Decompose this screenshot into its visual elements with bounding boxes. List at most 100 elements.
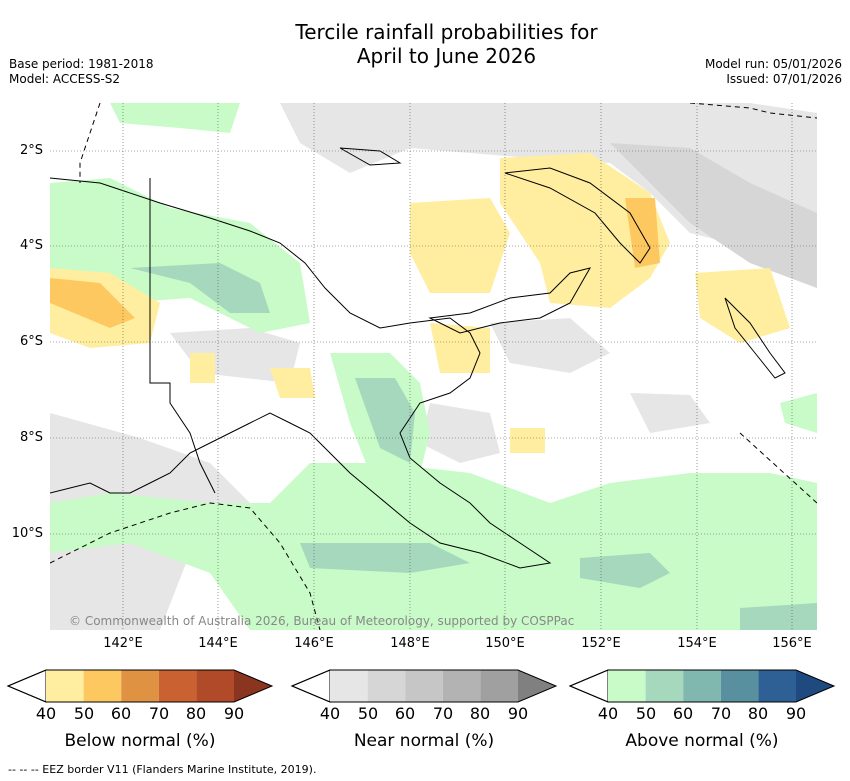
near-tick-90: 90	[507, 704, 529, 723]
colorbar-above-swatch-2	[645, 670, 684, 702]
lon-label-148e: 148°E	[390, 636, 430, 651]
below-normal-highlands	[190, 353, 215, 383]
below-normal-bougainville	[695, 268, 790, 343]
lon-label-146e: 146°E	[294, 636, 334, 651]
below-normal-east-png	[430, 323, 490, 373]
colorbar-near-high-cap	[518, 670, 556, 702]
colorbar-below-swatch-3	[121, 670, 159, 702]
above-tick-90: 90	[785, 704, 807, 723]
coastline-bougainville	[724, 297, 786, 379]
model-name: Model: ACCESS-S2	[9, 72, 121, 86]
above-tick-80: 80	[747, 704, 769, 723]
map-canvas	[50, 103, 817, 630]
near-tick-70: 70	[432, 704, 454, 723]
below-tick-60: 60	[110, 704, 132, 723]
below-normal-new-britain	[500, 153, 670, 308]
above-normal-50-se	[740, 603, 817, 630]
colorbar-above-swatch-5	[758, 670, 796, 702]
colorbar-below-high-cap	[234, 670, 272, 702]
near-normal-ne-core	[610, 143, 817, 288]
colorbar-near-swatch-5	[480, 670, 518, 702]
below-normal-50-new-ireland	[625, 198, 660, 268]
above-tick-60: 60	[672, 704, 694, 723]
near-normal-east-png	[490, 318, 610, 373]
colorbar-near-swatch-4	[442, 670, 481, 702]
lon-label-154e: 154°E	[677, 636, 717, 651]
eez-border	[50, 103, 817, 630]
model-run: Model run: 05/01/2026	[704, 57, 842, 71]
above-normal-50-south	[300, 543, 470, 573]
colorbars	[6, 669, 836, 703]
international-border	[149, 178, 216, 494]
issued-date: Issued: 07/01/2026	[726, 72, 842, 86]
near-tick-80: 80	[469, 704, 491, 723]
colorbar-below-swatch-4	[158, 670, 197, 702]
lat-label-8s: 8°S	[19, 430, 43, 445]
meta-left: Base period: 1981-2018 Model: ACCESS-S2	[9, 57, 154, 87]
below-normal-milne-bay	[510, 428, 545, 453]
eez-footer-note: -- -- -- EEZ border V11 (Flanders Marine…	[8, 763, 317, 776]
colorbar-below	[6, 669, 274, 703]
colorbar-near-swatch-2	[367, 670, 406, 702]
lon-label-156e: 156°E	[772, 636, 812, 651]
colorbar-above-swatch-1	[608, 670, 646, 702]
colorbar-above-low-cap	[568, 669, 609, 703]
near-normal-solomon-sea	[630, 393, 710, 433]
coastline-new-ireland	[504, 167, 651, 264]
below-tick-70: 70	[148, 704, 170, 723]
colorbar-above-swatch-3	[683, 670, 721, 702]
colorbar-near-low-cap	[290, 669, 331, 703]
above-normal-50-west	[130, 263, 270, 313]
near-normal-central	[420, 403, 500, 463]
colorbar-below-swatch-5	[196, 670, 234, 702]
below-normal-50-west	[50, 278, 135, 328]
copyright-text: © Commonwealth of Australia 2026, Bureau…	[69, 614, 575, 628]
below-normal-north-png	[410, 198, 510, 293]
colorbar-near-swatch-3	[405, 670, 443, 702]
below-tick-50: 50	[73, 704, 95, 723]
above-tick-70: 70	[710, 704, 732, 723]
near-tick-40: 40	[319, 704, 341, 723]
colorbar-below-low-cap	[6, 669, 47, 703]
lat-label-10s: 10°S	[11, 526, 43, 541]
coastline-new-britain	[428, 267, 592, 334]
above-normal-50-solomon	[580, 553, 670, 588]
colorbar-above-swatch-4	[720, 670, 759, 702]
title-line-1: Tercile rainfall probabilities for	[295, 20, 598, 44]
colorbar-near	[290, 669, 558, 703]
map-title: Tercile rainfall probabilities for April…	[0, 20, 850, 68]
coastline-new-guinea	[50, 177, 552, 569]
colorbar-near-swatch-1	[330, 670, 368, 702]
below-tick-90: 90	[223, 704, 245, 723]
graticule	[50, 103, 817, 630]
above-tick-40: 40	[597, 704, 619, 723]
meta-right: Model run: 05/01/2026 Issued: 07/01/2026	[705, 57, 842, 87]
lon-label-150e: 150°E	[485, 636, 525, 651]
below-normal-gulf-west	[270, 368, 315, 398]
near-tick-60: 60	[394, 704, 416, 723]
base-period: Base period: 1981-2018	[9, 57, 154, 71]
above-normal-east	[780, 393, 817, 433]
lon-label-144e: 144°E	[198, 636, 238, 651]
colorbar-below-swatch-1	[46, 670, 84, 702]
below-tick-80: 80	[185, 704, 207, 723]
above-normal-50-gulf	[355, 378, 415, 463]
lon-label-152e: 152°E	[581, 636, 621, 651]
colorbar-below-swatch-2	[83, 670, 122, 702]
colorbar-below-label: Below normal (%)	[64, 731, 216, 751]
colorbar-above-label: Above normal (%)	[625, 731, 779, 751]
lon-label-142e: 142°E	[103, 636, 143, 651]
colorbar-near-label: Near normal (%)	[353, 731, 495, 751]
lat-label-4s: 4°S	[19, 238, 43, 253]
coastline-manus	[339, 147, 402, 166]
above-tick-50: 50	[635, 704, 657, 723]
near-tick-50: 50	[357, 704, 379, 723]
colorbar-above	[568, 669, 836, 703]
lat-label-2s: 2°S	[19, 143, 43, 158]
title-line-2: April to June 2026	[356, 44, 537, 68]
colorbar-above-high-cap	[796, 670, 834, 702]
above-normal-north-strip	[110, 103, 240, 133]
lat-label-6s: 6°S	[19, 334, 43, 349]
near-normal-north	[200, 103, 817, 268]
below-tick-40: 40	[35, 704, 57, 723]
